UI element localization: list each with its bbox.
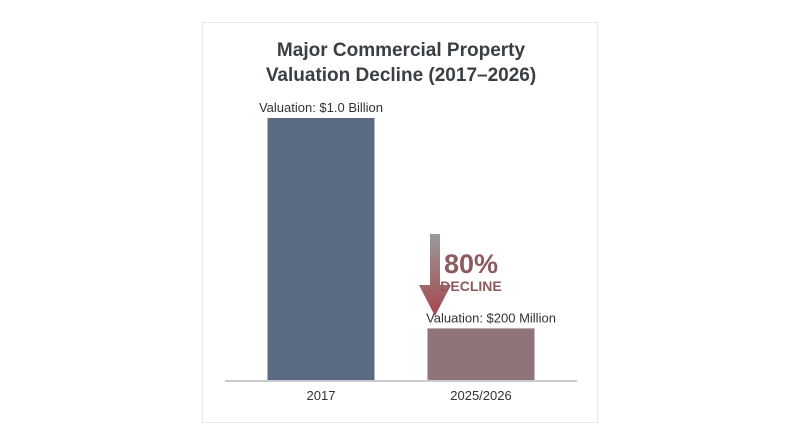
down-arrow-icon [419, 234, 451, 316]
x-tick-label: 2025/2026 [450, 388, 511, 403]
bars-layer: Valuation: $1.0 Billion 2017 Valuation: $2… [259, 100, 556, 403]
chart-card: Major Commercial Property Valuation Decl… [202, 22, 598, 423]
chart-title-line-1: Major Commercial Property [277, 40, 526, 61]
bar-data-label: Valuation: $1.0 Billion [259, 100, 383, 115]
bar-first [267, 118, 375, 381]
decline-percent: 80% [444, 249, 498, 279]
bar-second [427, 328, 535, 381]
x-tick-label: 2017 [307, 388, 336, 403]
decline-label: DECLINE [440, 278, 501, 294]
decline-annotation: 80% DECLINE [419, 234, 502, 316]
chart-svg: Major Commercial Property Valuation Decl… [225, 40, 577, 403]
bar-data-label: Valuation: $200 Million [426, 310, 556, 325]
chart-title-line-2: Valuation Decline (2017–2026) [266, 65, 536, 86]
